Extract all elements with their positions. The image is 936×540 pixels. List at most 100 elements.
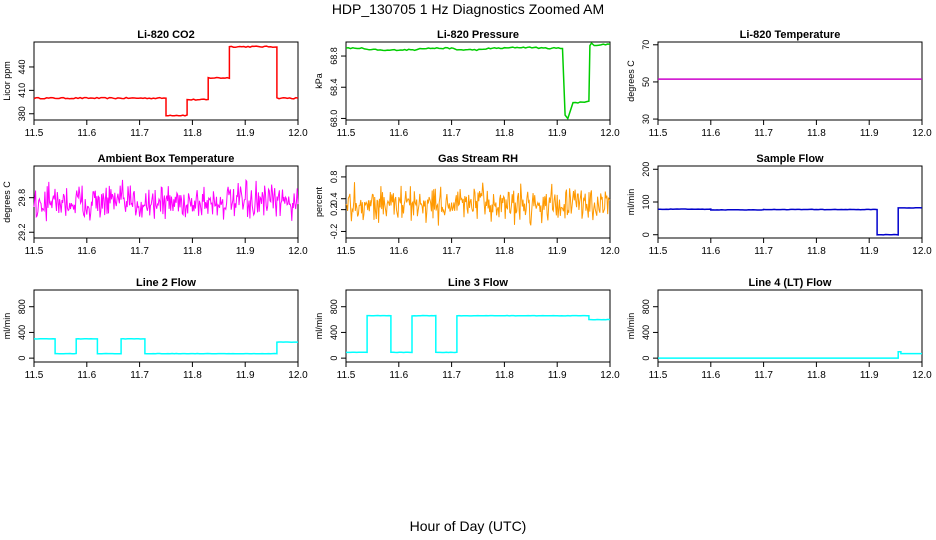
x-tick-label: 11.9 — [236, 246, 255, 257]
y-tick-label: 400 — [641, 325, 651, 340]
y-tick-label: 29.8 — [17, 189, 27, 207]
chart-panel: Line 4 (LT) Flow 11.5 11.6 11.7 11.8 11.9 12.0… — [626, 277, 932, 381]
y-tick-label: 29.2 — [17, 223, 27, 241]
y-axis-label: degrees C — [2, 181, 12, 223]
plot-frame — [33, 289, 299, 363]
x-tick-label: 11.9 — [236, 128, 255, 139]
series-line — [33, 45, 299, 117]
x-tick-label: 11.5 — [25, 246, 44, 257]
x-tick-label: 11.7 — [130, 370, 149, 381]
x-tick-label: 11.9 — [860, 370, 879, 381]
x-tick-label: 11.9 — [548, 370, 567, 381]
chart-panel: Li-820 CO2 11.5 11.6 11.7 11.8 11.9 12.0 380 410… — [2, 29, 308, 139]
panel-title: Li-820 Temperature — [740, 29, 841, 41]
x-tick-label: 11.7 — [130, 246, 149, 257]
series-line — [658, 350, 922, 359]
x-tick-label: 11.8 — [495, 370, 514, 381]
x-tick-label: 11.8 — [807, 246, 826, 257]
x-tick-label: 12.0 — [600, 246, 620, 257]
x-tick-label: 11.6 — [701, 370, 720, 381]
x-tick-label: 11.5 — [649, 246, 668, 257]
figure-xlabel: Hour of Day (UTC) — [409, 518, 527, 534]
x-tick-label: 11.5 — [649, 128, 668, 139]
y-axis-label: ml/min — [2, 313, 12, 340]
y-tick-label: 800 — [17, 299, 27, 314]
y-axis-label: ml/min — [314, 313, 324, 340]
series-line — [33, 337, 298, 355]
figure-title: HDP_130705 1 Hz Diagnostics Zoomed AM — [331, 1, 605, 17]
chart-panel: Ambient Box Temperature 11.5 11.6 11.7 11.8 1… — [2, 153, 308, 257]
y-tick-label: 50 — [641, 77, 651, 87]
plot-frame — [657, 165, 923, 239]
y-tick-label: 68.0 — [329, 110, 339, 128]
x-tick-label: 11.6 — [389, 246, 408, 257]
y-tick-label: 68.4 — [329, 78, 339, 96]
y-axis-label: ml/min — [626, 313, 636, 340]
x-tick-label: 11.8 — [495, 246, 514, 257]
y-axis-label: percent — [314, 186, 324, 217]
x-tick-label: 11.9 — [548, 128, 567, 139]
panel-title: Sample Flow — [756, 153, 824, 165]
series-line — [657, 206, 923, 236]
x-tick-label: 11.7 — [130, 128, 149, 139]
y-tick-label: -0.2 — [329, 224, 339, 240]
panel-title: Li-820 CO2 — [137, 29, 194, 41]
series-line — [346, 314, 611, 354]
y-axis-label: ml/min — [626, 189, 636, 216]
x-tick-label: 12.0 — [912, 246, 932, 257]
panel-title: Line 3 Flow — [448, 277, 508, 289]
x-tick-label: 11.7 — [442, 370, 461, 381]
panel-title: Li-820 Pressure — [437, 29, 519, 41]
x-tick-label: 11.5 — [337, 128, 356, 139]
x-tick-label: 11.7 — [442, 246, 461, 257]
x-tick-label: 11.7 — [754, 370, 773, 381]
y-tick-label: 400 — [329, 325, 339, 340]
y-tick-label: 0 — [329, 356, 339, 361]
y-tick-label: 68.8 — [329, 47, 339, 65]
panel-title: Line 2 Flow — [136, 277, 196, 289]
series-line — [345, 182, 611, 226]
y-tick-label: 0 — [17, 356, 27, 361]
x-tick-label: 11.7 — [754, 246, 773, 257]
plot-frame — [657, 41, 923, 121]
y-tick-label: 0 — [641, 356, 651, 361]
plot-frame — [33, 41, 299, 121]
y-tick-label: 0.4 — [329, 192, 339, 205]
chart-panel: Line 3 Flow 11.5 11.6 11.7 11.8 11.9 12.0 0 400 8… — [314, 277, 620, 381]
x-tick-label: 12.0 — [288, 246, 308, 257]
x-tick-label: 11.9 — [548, 246, 567, 257]
x-tick-label: 11.7 — [754, 128, 773, 139]
x-tick-label: 12.0 — [288, 128, 308, 139]
x-tick-label: 12.0 — [600, 370, 620, 381]
panel-title: Ambient Box Temperature — [98, 153, 235, 165]
x-tick-label: 11.8 — [807, 370, 826, 381]
x-tick-label: 11.8 — [495, 128, 514, 139]
chart-panel: Li-820 Temperature 11.5 11.6 11.7 11.8 11.9 12… — [626, 29, 932, 139]
x-tick-label: 11.6 — [701, 246, 720, 257]
y-tick-label: 800 — [641, 299, 651, 314]
x-tick-label: 12.0 — [600, 128, 620, 139]
x-tick-label: 11.8 — [183, 370, 202, 381]
plot-frame — [345, 289, 611, 363]
x-tick-label: 11.5 — [25, 370, 44, 381]
series-line — [33, 178, 299, 222]
x-tick-label: 11.8 — [183, 128, 202, 139]
panel-title: Gas Stream RH — [438, 153, 518, 165]
x-tick-label: 11.5 — [337, 246, 356, 257]
x-tick-label: 11.5 — [337, 370, 356, 381]
x-tick-label: 11.9 — [236, 370, 255, 381]
x-tick-label: 11.9 — [860, 246, 879, 257]
x-tick-label: 11.5 — [649, 370, 668, 381]
x-tick-label: 11.6 — [77, 128, 96, 139]
x-tick-label: 12.0 — [288, 370, 308, 381]
x-tick-label: 11.6 — [77, 370, 96, 381]
x-tick-label: 12.0 — [912, 370, 932, 381]
x-tick-label: 12.0 — [912, 128, 932, 139]
y-axis-label: kPa — [314, 73, 324, 89]
y-tick-label: 380 — [17, 106, 27, 121]
x-tick-label: 11.8 — [807, 128, 826, 139]
x-tick-label: 11.8 — [183, 246, 202, 257]
y-axis-label: degrees C — [626, 60, 636, 102]
y-tick-label: 440 — [17, 59, 27, 74]
